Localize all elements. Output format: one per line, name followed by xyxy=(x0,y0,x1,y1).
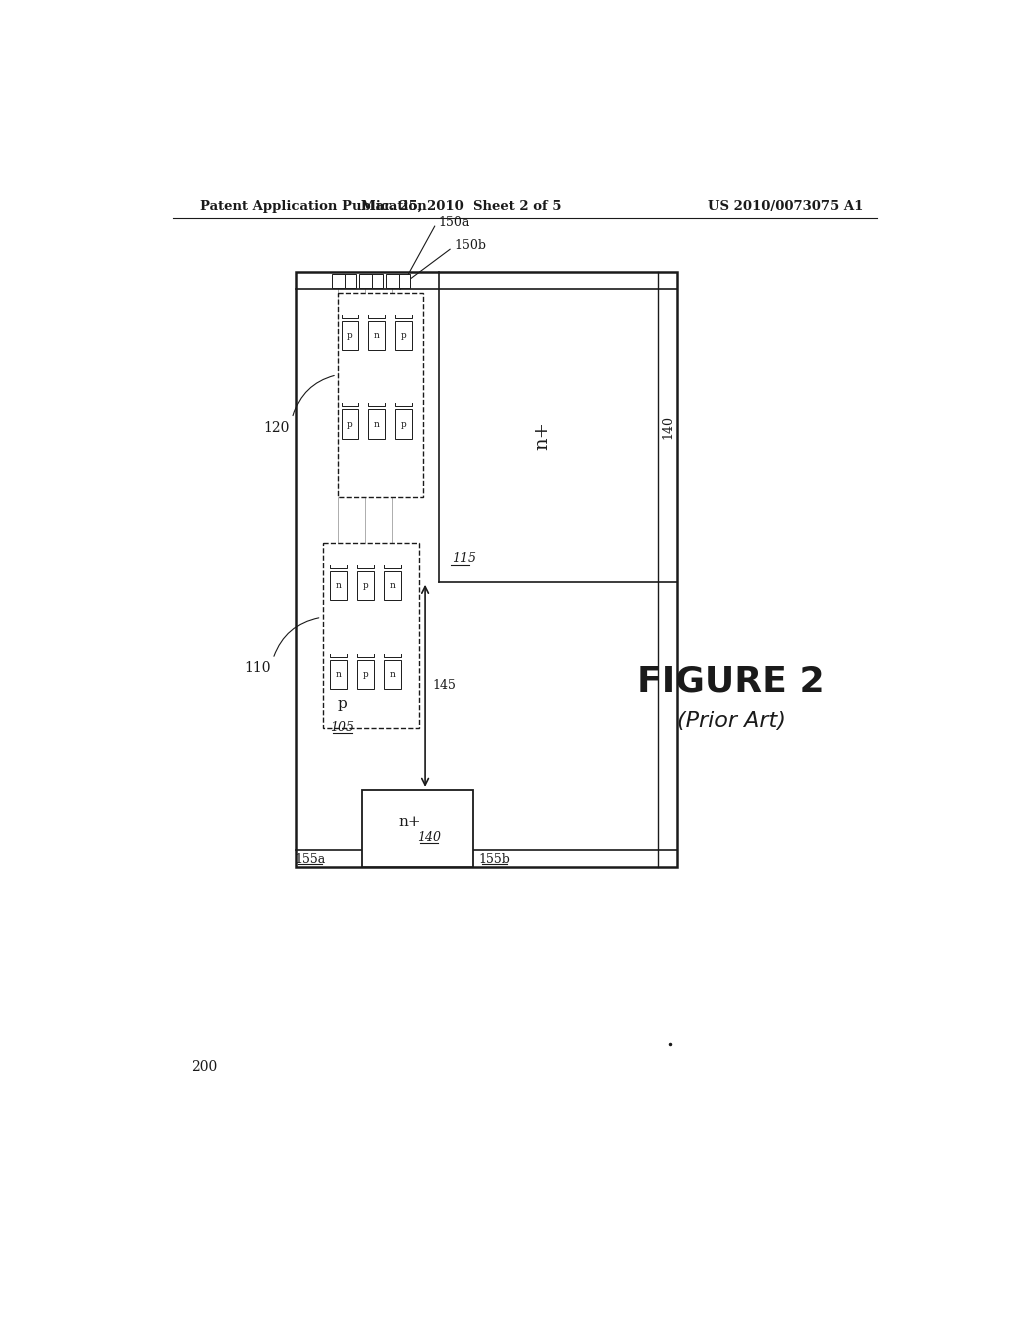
Text: (Prior Art): (Prior Art) xyxy=(677,710,785,730)
Bar xyxy=(384,572,400,601)
Bar xyxy=(361,789,473,867)
Bar xyxy=(330,572,347,601)
Text: n: n xyxy=(389,581,395,590)
Bar xyxy=(395,409,413,438)
Bar xyxy=(296,272,677,867)
Text: 145: 145 xyxy=(433,680,457,693)
Text: p: p xyxy=(362,669,369,678)
Bar xyxy=(330,660,347,689)
Text: Mar. 25, 2010  Sheet 2 of 5: Mar. 25, 2010 Sheet 2 of 5 xyxy=(361,199,562,213)
Text: p: p xyxy=(401,420,407,429)
Bar xyxy=(395,321,413,350)
Bar xyxy=(384,660,400,689)
Text: 155b: 155b xyxy=(478,853,510,866)
Text: n+: n+ xyxy=(398,816,421,829)
Text: 140: 140 xyxy=(417,832,441,843)
Text: p: p xyxy=(347,331,353,341)
Text: 120: 120 xyxy=(263,421,290,434)
Bar xyxy=(344,275,356,286)
Bar xyxy=(371,275,383,288)
Bar xyxy=(344,275,356,288)
Bar xyxy=(342,321,358,350)
Bar xyxy=(357,660,374,689)
Bar xyxy=(357,572,374,601)
Text: 110: 110 xyxy=(245,661,271,675)
Bar xyxy=(386,275,398,288)
Text: 105: 105 xyxy=(331,721,354,734)
Text: n: n xyxy=(374,331,380,341)
Bar xyxy=(369,321,385,350)
Text: US 2010/0073075 A1: US 2010/0073075 A1 xyxy=(708,199,863,213)
Text: p: p xyxy=(401,331,407,341)
Text: p: p xyxy=(347,420,353,429)
Text: p: p xyxy=(338,697,347,711)
Text: 115: 115 xyxy=(453,552,476,565)
Text: n+: n+ xyxy=(534,421,552,450)
Text: 140: 140 xyxy=(662,414,675,440)
Text: Patent Application Publication: Patent Application Publication xyxy=(200,199,427,213)
Bar xyxy=(371,275,383,286)
Bar xyxy=(323,544,419,729)
Bar xyxy=(397,275,410,288)
Bar xyxy=(339,293,423,498)
Bar xyxy=(397,275,410,286)
Text: 200: 200 xyxy=(190,1060,217,1074)
Text: 155a: 155a xyxy=(294,853,326,866)
Bar xyxy=(333,275,345,288)
Text: 150b: 150b xyxy=(454,239,486,252)
Text: n: n xyxy=(374,420,380,429)
Text: n: n xyxy=(389,669,395,678)
Text: FIGURE 2: FIGURE 2 xyxy=(637,665,825,700)
Text: n: n xyxy=(336,669,341,678)
Bar xyxy=(342,409,358,438)
Text: p: p xyxy=(362,581,369,590)
Bar xyxy=(369,409,385,438)
Text: n: n xyxy=(373,275,381,288)
Text: 150a: 150a xyxy=(438,215,470,228)
Bar xyxy=(359,275,372,288)
Text: n: n xyxy=(336,581,341,590)
